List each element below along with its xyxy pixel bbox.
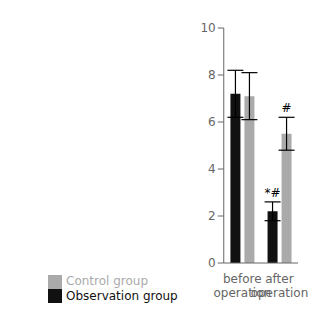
svg-text:8: 8: [208, 68, 216, 82]
svg-text:10: 10: [200, 21, 215, 35]
svg-text:4: 4: [208, 162, 216, 176]
svg-text:*#: *#: [265, 186, 281, 200]
html-text:Control group: Control group: [66, 274, 148, 288]
html-text:Observation group: Observation group: [66, 288, 178, 303]
svg-text:6: 6: [208, 115, 216, 129]
html-text:before: before: [223, 272, 262, 286]
svg-text:#: #: [282, 101, 292, 115]
svg-text:0: 0: [208, 256, 216, 270]
svg-text:afteroperation: afteroperation: [251, 272, 308, 300]
svg-text:2: 2: [208, 209, 216, 223]
